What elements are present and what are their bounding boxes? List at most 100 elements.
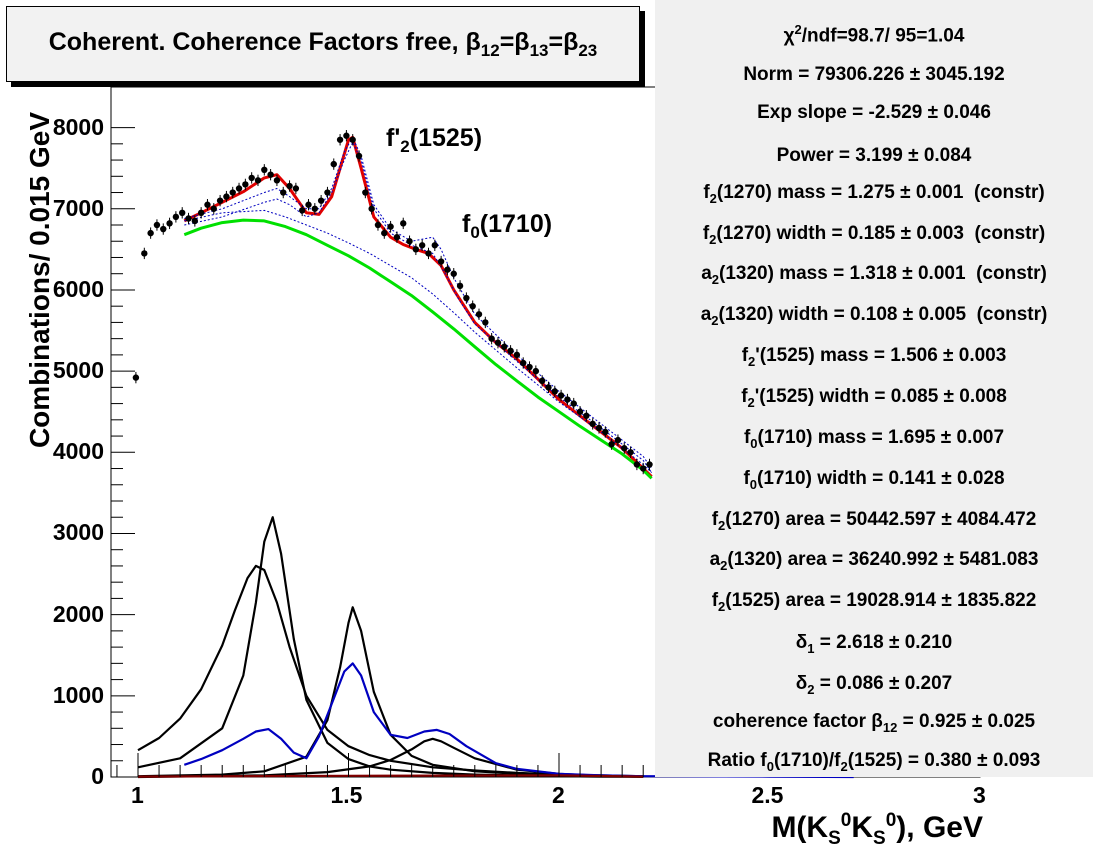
fit-curve-2 [184, 209, 652, 473]
data-point [621, 442, 628, 454]
stat-f0-width: f0(1710) width = 0.141 ± 0.028 [743, 468, 1005, 492]
data-point [450, 268, 457, 280]
data-point [444, 263, 451, 276]
y-tick-label: 4000 [52, 438, 104, 465]
stat-a2-mass: a2(1320) mass = 1.318 ± 0.001 (constr) [701, 263, 1047, 287]
annotation-f01710: f0(1710) [462, 210, 553, 242]
chart-title: Coherent. Coherence Factors free, β12=β1… [6, 6, 640, 82]
data-point [191, 215, 199, 227]
data-point [330, 158, 337, 170]
stat-delta2: δ2 = 0.086 ± 0.207 [795, 673, 953, 697]
annotation-f2p1525: f'2(1525) [386, 124, 483, 156]
data-point [197, 207, 205, 219]
data-point [526, 361, 533, 373]
data-point [437, 255, 445, 268]
data-point [431, 239, 439, 251]
data-point [254, 174, 262, 187]
data-point [242, 178, 249, 191]
data-point [311, 203, 319, 215]
data-point [153, 219, 161, 231]
y-tick-label: 3000 [52, 519, 104, 546]
y-tick-label: 7000 [52, 194, 104, 221]
data-point [362, 186, 369, 199]
y-tick-label: 0 [91, 763, 104, 789]
data-point [538, 375, 546, 387]
data-point [614, 434, 622, 446]
data-point [633, 458, 641, 471]
title-b13: 13 [529, 40, 549, 60]
data-point [589, 418, 596, 430]
stat-a2-area: a2(1320) area = 36240.992 ± 5481.083 [709, 549, 1039, 573]
data-point [583, 410, 590, 422]
data-point [248, 172, 255, 184]
stat-chi2: χ2/ndf=98.7/ 95=1.04 [783, 22, 965, 47]
data-point [210, 203, 217, 215]
data-point [602, 426, 609, 438]
data-point [532, 365, 540, 377]
data-point [223, 190, 230, 203]
x-tick-label: 2.5 [751, 782, 784, 808]
data-point [273, 174, 281, 187]
data-point [551, 385, 558, 398]
stat-exp-slope: Exp slope = -2.529 ± 0.046 [757, 102, 991, 123]
data-point [595, 422, 603, 434]
data-point [513, 349, 521, 361]
stat-coherence-factor: coherence factor β12 = 0.925 ± 0.025 [712, 711, 1036, 735]
stat-f2p-width: f2'(1525) width = 0.085 ± 0.008 [741, 386, 1007, 410]
stat-a2-width: a2(1320) width = 0.108 ± 0.005 (constr) [700, 304, 1048, 328]
chart-title-text: Coherent. Coherence Factors free, β12=β1… [48, 27, 598, 60]
data-point [425, 247, 432, 260]
data-point [501, 341, 508, 353]
data-point [160, 223, 167, 235]
title-main: Coherent. Coherence Factors free, [48, 27, 466, 56]
data-point [267, 168, 274, 181]
data-point [216, 194, 224, 207]
data-point [132, 371, 140, 384]
fit-curve-7 [137, 606, 644, 778]
data-point [305, 199, 312, 211]
stat-f2-mass: f2(1270) mass = 1.275 ± 0.001 (constr) [703, 182, 1045, 206]
y-tick-label: 8000 [52, 113, 104, 140]
data-point [557, 389, 565, 402]
data-point [456, 280, 464, 292]
data-point [488, 332, 495, 345]
data-point [646, 458, 653, 471]
title-b23: 23 [578, 40, 598, 60]
data-point [564, 393, 571, 406]
data-point [166, 217, 173, 230]
data-point [324, 186, 331, 199]
data-point [507, 345, 514, 357]
data-point [179, 207, 186, 219]
x-tick-label: 1 [131, 782, 144, 808]
data-point [570, 397, 577, 410]
data-point [418, 239, 426, 251]
stat-f2-area: f2(1270) area = 50442.597 ± 4084.472 [711, 509, 1037, 533]
stat-f0-mass: f0(1710) mass = 1.695 ± 0.007 [743, 427, 1005, 451]
data-point [627, 446, 634, 458]
data-point [343, 130, 350, 142]
x-tick-label: 3 [973, 782, 986, 808]
data-point [374, 219, 382, 231]
x-tick-label: 2 [552, 782, 565, 808]
data-point [292, 182, 300, 195]
data-point [463, 292, 470, 304]
fit-curve-1 [183, 218, 653, 480]
data-point [147, 227, 154, 239]
data-point [317, 194, 325, 207]
data-point [576, 406, 584, 418]
data-point [141, 247, 148, 260]
data-point [520, 357, 527, 369]
data-point [545, 381, 552, 394]
stat-f2p-mass: f2'(1525) mass = 1.506 ± 0.003 [741, 345, 1007, 369]
data-point [298, 204, 306, 217]
data-point [235, 182, 243, 195]
y-axis-label: Combinations/ 0.015 GeV [24, 111, 55, 449]
data-point [387, 220, 394, 233]
data-point [400, 217, 407, 230]
data-point [381, 227, 388, 239]
fit-stats-panel: χ2/ndf=98.7/ 95=1.04 Norm = 79306.226 ± … [655, 0, 1093, 777]
x-axis-label: M(KS0KS0), GeV [771, 810, 983, 849]
stat-norm: Norm = 79306.226 ± 3045.192 [743, 64, 1005, 85]
data-point [368, 203, 375, 215]
data-points [132, 130, 653, 475]
